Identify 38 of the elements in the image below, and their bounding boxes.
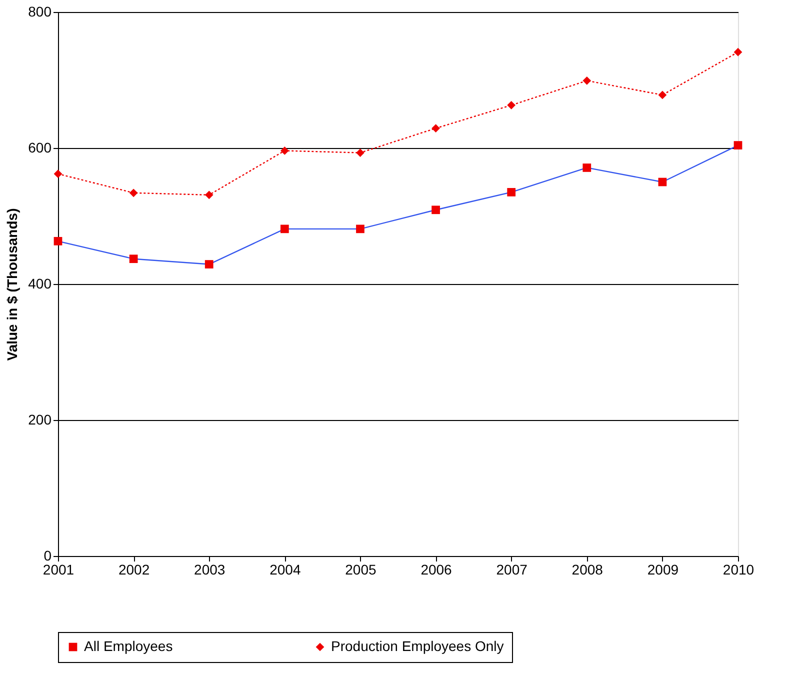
x-tick-label: 2009 — [647, 562, 679, 578]
point — [734, 48, 742, 56]
point — [582, 76, 592, 85]
x-tick-label: 2010 — [722, 562, 754, 578]
x-tick-label: 2008 — [572, 562, 604, 578]
x-tick-label: 2007 — [496, 562, 528, 578]
y-tick-label: 600 — [28, 140, 52, 156]
point — [734, 141, 742, 150]
y-tick-label: 200 — [28, 412, 52, 428]
point — [356, 224, 364, 234]
x-tick-label: 2002 — [118, 562, 150, 578]
point — [280, 146, 289, 155]
point — [54, 170, 62, 178]
y-tick-label: 800 — [28, 4, 52, 20]
point — [658, 178, 667, 186]
point — [129, 188, 138, 198]
point — [658, 90, 667, 100]
point — [582, 164, 592, 172]
x-tick-label: 2003 — [194, 562, 226, 578]
point — [204, 260, 214, 268]
y-tick-label: 400 — [28, 276, 52, 292]
point — [507, 188, 516, 196]
y-tick-label: 0 — [44, 548, 52, 564]
point — [432, 206, 440, 214]
point — [432, 124, 440, 132]
x-tick-label: 2001 — [42, 562, 74, 578]
x-tick-label: 2004 — [270, 562, 301, 578]
point — [129, 254, 138, 264]
point — [204, 190, 214, 200]
legend-label: Production Employees Only — [331, 638, 504, 654]
point — [54, 236, 62, 246]
y-axis-title: Value in $ (Thousands) — [4, 208, 20, 361]
legend-label: All Employees — [84, 638, 173, 654]
point — [356, 148, 364, 157]
point — [280, 224, 289, 234]
x-tick-label: 2005 — [345, 562, 377, 578]
x-tick-label: 2006 — [420, 562, 452, 578]
point — [507, 100, 516, 110]
